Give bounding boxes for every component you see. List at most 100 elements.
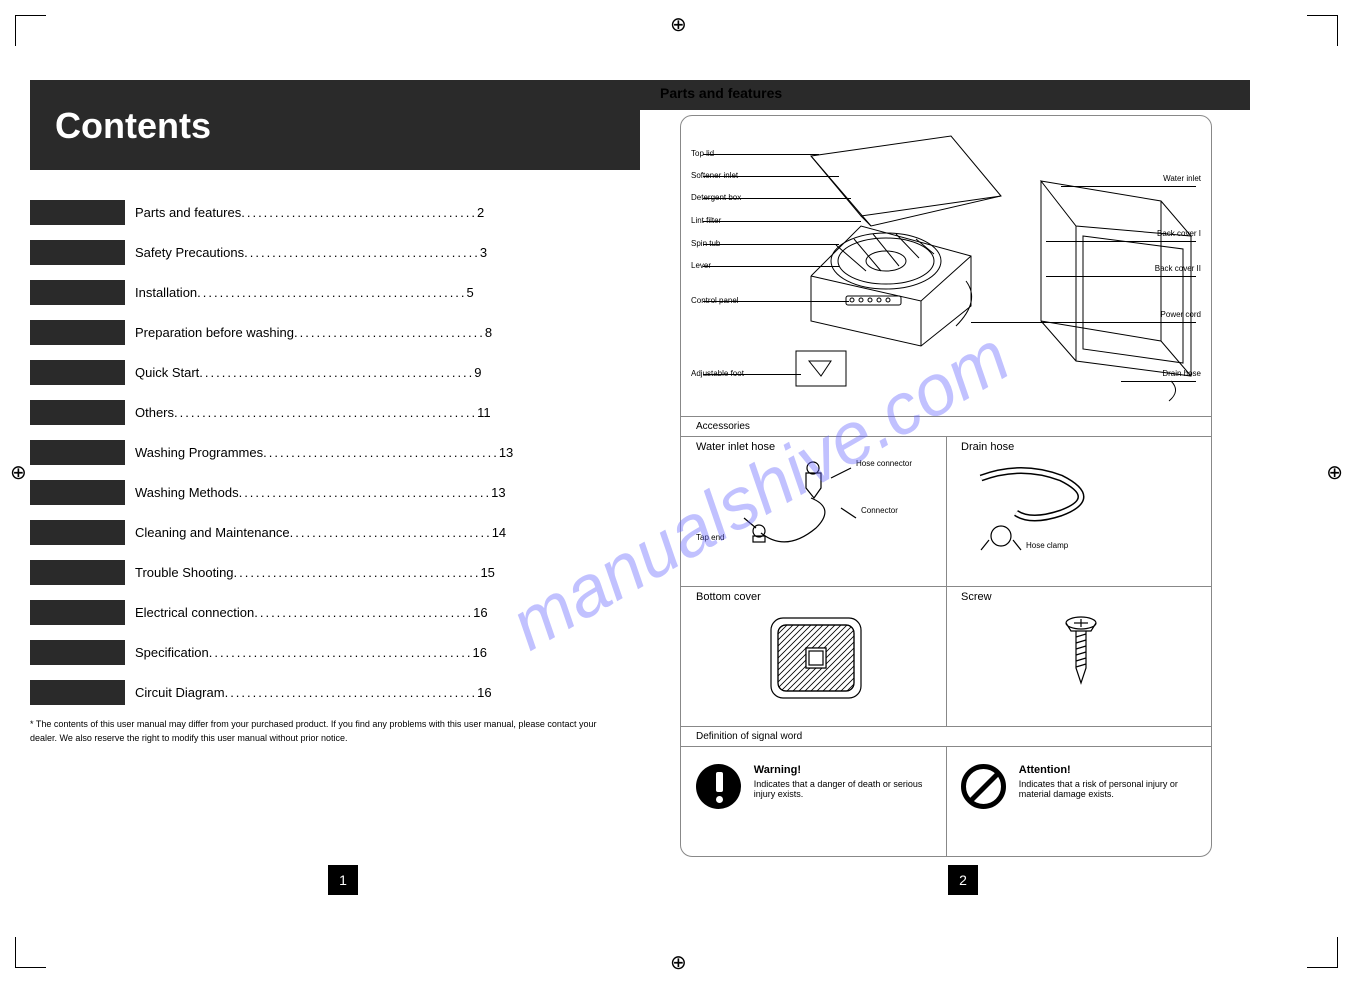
toc-label: Quick Start	[135, 365, 199, 380]
leader-line	[1046, 276, 1196, 277]
toc-page: 11	[477, 405, 491, 420]
prohibition-icon	[961, 764, 1006, 809]
toc-dots: ........................................…	[197, 285, 466, 300]
divider	[681, 416, 1211, 417]
parts-panel: Top lidSoftener inletDetergent boxLint f…	[680, 115, 1212, 857]
toc-label: Washing Programmes	[135, 445, 263, 460]
attention-text: Indicates that a risk of personal injury…	[1019, 779, 1194, 799]
leader-line	[971, 322, 1196, 323]
toc-label: Parts and features	[135, 205, 241, 220]
registration-mark-left: ⊕	[10, 460, 27, 485]
toc-dots: ........................................…	[244, 245, 480, 260]
toc-bar	[30, 600, 125, 625]
leader-line	[703, 374, 801, 375]
toc-entry: Preparation before washing..............…	[135, 325, 492, 340]
toc-page: 14	[492, 525, 506, 540]
toc-bar	[30, 560, 125, 585]
leader-line	[703, 198, 851, 199]
toc-bar	[30, 320, 125, 345]
accessory-name: Drain hose	[961, 441, 1201, 453]
toc-label: Cleaning and Maintenance	[135, 525, 290, 540]
accessory-cell-4: Screw	[961, 591, 1201, 723]
toc-page: 16	[472, 645, 486, 660]
leader-line	[703, 244, 839, 245]
warning-cell: Warning! Indicates that a danger of deat…	[696, 764, 936, 809]
toc-entry: Quick Start.............................…	[135, 365, 482, 380]
toc-bar	[30, 240, 125, 265]
toc-dots: ........................................…	[234, 565, 481, 580]
toc-bar	[30, 480, 125, 505]
crop-mark-tl	[15, 15, 46, 46]
toc-entry: Electrical connection...................…	[135, 605, 488, 620]
attention-label: Attention!	[1019, 764, 1194, 776]
toc-page: 9	[474, 365, 481, 380]
toc-label: Washing Methods	[135, 485, 239, 500]
diagram-label: Water inlet	[991, 174, 1201, 183]
toc-entry: Others..................................…	[135, 405, 491, 420]
toc-dots: ........................................…	[263, 445, 499, 460]
toc-page: 3	[480, 245, 487, 260]
accessory-cell-3: Bottom cover	[696, 591, 936, 708]
toc-entry: Trouble Shooting........................…	[135, 565, 495, 580]
toc-label: Others	[135, 405, 174, 420]
sub-label: Tap end	[696, 533, 724, 542]
leader-line	[703, 221, 861, 222]
leader-line	[703, 301, 849, 302]
toc-page: 16	[477, 685, 491, 700]
parts-title: Parts and features	[660, 85, 782, 101]
diagram-label: Back cover II	[991, 264, 1201, 273]
toc-dots: ........................................…	[225, 685, 478, 700]
crop-mark-tr	[1307, 15, 1338, 46]
toc-page: 2	[477, 205, 484, 220]
toc-entry: Cleaning and Maintenance................…	[135, 525, 506, 540]
toc-label: Trouble Shooting	[135, 565, 234, 580]
sub-label: Hose clamp	[1026, 541, 1068, 550]
toc-dots: ..................................	[294, 325, 485, 340]
toc-label: Installation	[135, 285, 197, 300]
toc-bar	[30, 520, 125, 545]
drain-hose-icon	[961, 458, 1161, 568]
divider-v	[946, 436, 947, 726]
footnote: * The contents of this user manual may d…	[30, 718, 610, 745]
toc-bar	[30, 640, 125, 665]
toc-dots: ........................................…	[174, 405, 477, 420]
accessory-name: Bottom cover	[696, 591, 936, 603]
toc-label: Preparation before washing	[135, 325, 294, 340]
toc-entry: Parts and features......................…	[135, 205, 484, 220]
toc-entry: Washing Programmes......................…	[135, 445, 513, 460]
crop-mark-br	[1307, 937, 1338, 968]
leader-line	[703, 176, 839, 177]
toc-page: 5	[467, 285, 474, 300]
toc-bar	[30, 680, 125, 705]
page-number-right: 2	[948, 865, 978, 895]
divider-v	[946, 746, 947, 856]
attention-cell: Attention! Indicates that a risk of pers…	[961, 764, 1201, 809]
registration-mark-right: ⊕	[1326, 460, 1343, 485]
diagram-label: Drain hose	[991, 369, 1201, 378]
toc-entry: Circuit Diagram.........................…	[135, 685, 492, 700]
page-title: Contents	[55, 105, 211, 147]
toc-bar	[30, 200, 125, 225]
accessory-cell-1: Water inlet hose Tap end Connector Hose …	[696, 441, 936, 571]
bottom-cover-icon	[756, 608, 876, 708]
toc-page: 16	[473, 605, 487, 620]
leader-line	[703, 266, 839, 267]
leader-line	[1046, 241, 1196, 242]
leader-line	[1121, 381, 1196, 382]
toc-bar	[30, 280, 125, 305]
toc-page: 13	[491, 485, 505, 500]
accessories-title: Accessories	[696, 421, 750, 432]
toc-bar	[30, 440, 125, 465]
accessory-name: Screw	[961, 591, 1201, 603]
toc-label: Circuit Diagram	[135, 685, 225, 700]
diagram-label: Back cover I	[991, 229, 1201, 238]
toc-dots: ........................................…	[241, 205, 477, 220]
toc-entry: Specification...........................…	[135, 645, 487, 660]
warning-label: Warning!	[754, 764, 929, 776]
page-number-left: 1	[328, 865, 358, 895]
toc-label: Electrical connection	[135, 605, 254, 620]
toc-label: Safety Precautions	[135, 245, 244, 260]
toc-page: 15	[480, 565, 494, 580]
toc-dots: ........................................…	[199, 365, 474, 380]
warning-icon	[696, 764, 741, 809]
